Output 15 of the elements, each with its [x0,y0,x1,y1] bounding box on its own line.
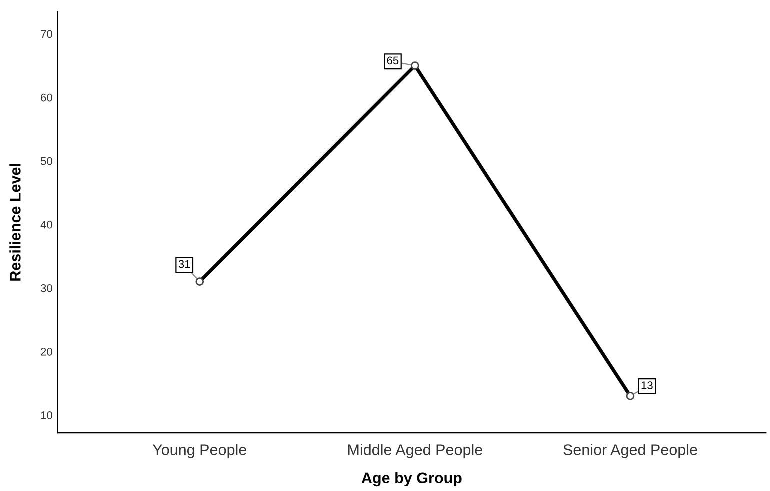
data-label: 13 [642,382,653,390]
y-tick-label: 40 [40,220,52,229]
y-tick-label: 30 [40,284,52,292]
x-tick-label: Middle Aged People [348,444,482,458]
y-tick-label: 50 [40,157,52,166]
y-tick-label: 20 [41,348,52,356]
x-tick-label: Young People [152,444,246,458]
y-axis-title: Resilience Level [10,164,21,281]
y-tick-label: 10 [41,412,52,420]
data-label: 31 [178,260,190,268]
x-tick-label: Senior Aged People [564,444,698,458]
data-label: 65 [387,56,399,65]
x-axis-title: Age by Group [362,472,462,487]
y-tick-label: 60 [41,94,52,102]
y-tick-label: 70 [41,30,52,38]
